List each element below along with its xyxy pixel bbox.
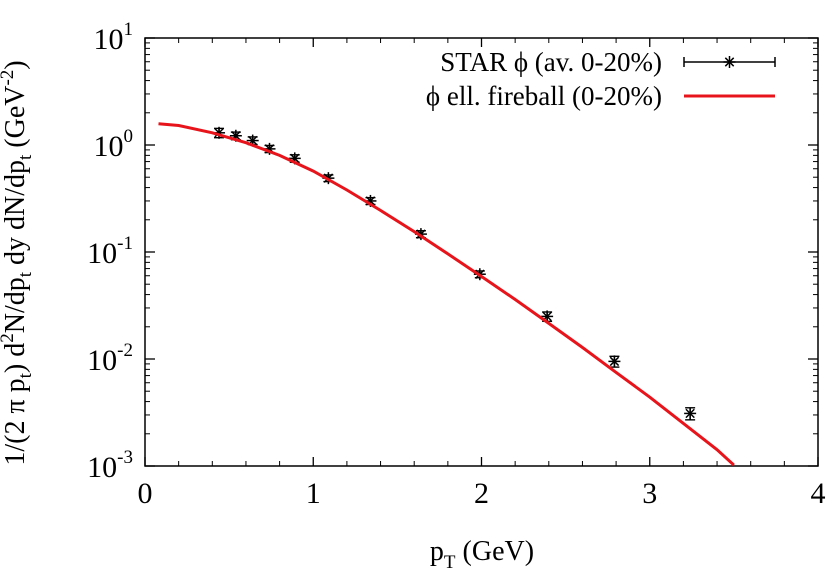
plot-area: 0 1 2 3 4 101 100 10-1 10-2 10-3 STAR ϕ (av. 0-20%… <box>87 19 825 510</box>
series-line-fireball <box>158 122 735 466</box>
x-tick-label-3: 3 <box>642 477 657 510</box>
data-point <box>608 355 621 368</box>
data-point <box>684 407 697 421</box>
legend-label-0: STAR ϕ (av. 0-20%) <box>440 47 662 77</box>
x-tick-label-2: 2 <box>474 477 489 510</box>
y-tick-label--3: 10-3 <box>87 447 133 484</box>
data-point <box>213 126 226 139</box>
x-tick-label-1: 1 <box>306 477 321 510</box>
x-tick-label-0: 0 <box>138 477 153 510</box>
x-tick-label-4: 4 <box>811 477 826 510</box>
legend-label-1: ϕ ell. fireball (0-20%) <box>426 81 662 111</box>
y-tick-label--1: 10-1 <box>87 233 133 270</box>
y-tick-label--2: 10-2 <box>87 340 133 377</box>
legend: STAR ϕ (av. 0-20%) ϕ ell. fireball (0-20%… <box>426 47 776 111</box>
y-tick-label-0: 100 <box>94 126 134 163</box>
y-tick-label-1: 101 <box>94 19 134 56</box>
x-axis-label: pT (GeV) <box>430 536 534 572</box>
y-axis-label: 1/(2 π pt) d2N/dpt dy dN/dpt (GeV-2) <box>0 60 36 465</box>
